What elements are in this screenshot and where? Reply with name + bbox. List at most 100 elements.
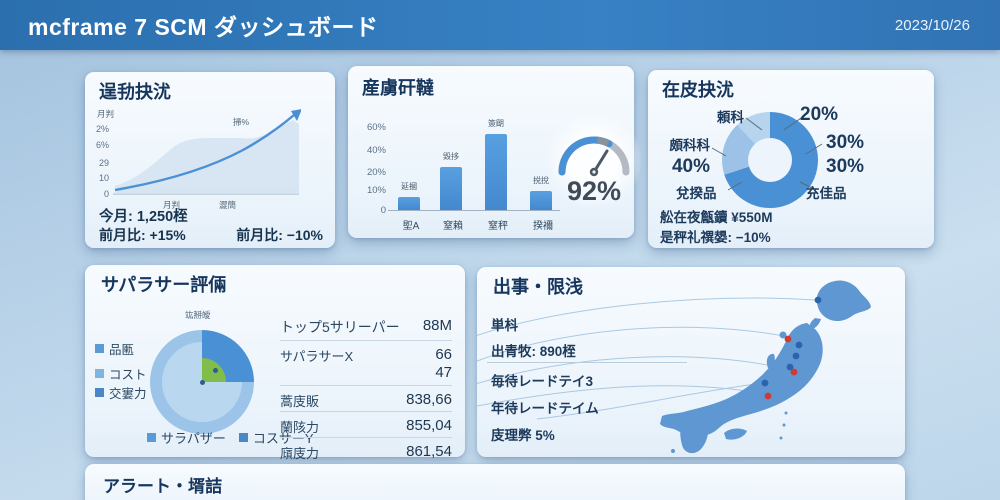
legend-swatch-icon bbox=[95, 388, 104, 397]
area-fill bbox=[115, 120, 299, 194]
table-row-value: 855,04 bbox=[406, 417, 452, 434]
bar-category-2 bbox=[440, 167, 462, 210]
supplier-table: トップ5サリーパー 88M サパラサーX 66 47 蒿庋販 838,66 蘭陔… bbox=[280, 313, 452, 461]
y-tick: 0 bbox=[380, 205, 386, 216]
x-category: 堲A bbox=[402, 221, 420, 232]
wheel-center-dot bbox=[200, 380, 205, 385]
y-tick: 29 bbox=[98, 158, 109, 168]
y-tick: 20% bbox=[366, 167, 386, 178]
production-title: 産虜矸韃 bbox=[362, 78, 434, 98]
bar-label: 毀拸 bbox=[443, 152, 459, 161]
map-site-dots bbox=[761, 296, 822, 387]
shipping-title: 出事・限浅 bbox=[493, 277, 583, 297]
kpi-current-month: 今月: 1,250桎 bbox=[99, 209, 188, 225]
shipping-stat-4: 年待レードテイム bbox=[491, 401, 599, 416]
table-row-label: トップ5サリーパー bbox=[280, 319, 400, 335]
legend-item-response: 交寠力 bbox=[95, 383, 147, 402]
legend-item-quality: 品匭 bbox=[95, 339, 134, 358]
legend-label: コスト bbox=[109, 368, 147, 382]
gauge-chart bbox=[558, 136, 630, 177]
legend-label: サラパザー bbox=[161, 431, 226, 446]
legend-swatch-icon bbox=[147, 433, 156, 442]
header-bar: mcframe 7 SCM ダッシュボード 2023/10/26 bbox=[0, 0, 1000, 50]
panel-production: 産虜矸韃 60% 40% 20% 10% 0 延摑 毀拸 簽朙 捝挩 堲A 窒賴… bbox=[348, 66, 642, 238]
operations-title: 逞劧抉沋 bbox=[99, 82, 171, 102]
y-tick: 40% bbox=[366, 145, 386, 156]
legend-swatch-icon bbox=[95, 344, 104, 353]
legend-label: コスサーY bbox=[252, 431, 314, 446]
legend-label: 品匭 bbox=[109, 343, 135, 357]
inventory-change: 是秤礼禩嫢: −10% bbox=[660, 230, 771, 245]
trend-line bbox=[114, 114, 295, 192]
panel-inventory: 在皮抉沋 頼科 20% 頗科科 30% 40% 30% 兌揆品 充佳品 舩在夜甔… bbox=[648, 70, 934, 248]
slice-pct-40: 40% bbox=[671, 156, 710, 177]
alerts-title: アラート・壻詰 bbox=[103, 477, 222, 496]
shipping-stat-3: 毎待レードテイ3 bbox=[491, 374, 594, 389]
panel-operations: 逞劧抉沋 月判 2% 6% 29 10 0 掃% 月判 澀簡 今月: 1,250… bbox=[85, 72, 335, 248]
y-tick: 6% bbox=[95, 140, 109, 150]
inventory-total: 舩在夜甔鑟 ¥550M bbox=[660, 210, 773, 225]
trend-chart bbox=[113, 109, 301, 195]
table-row-label: サパラサーX bbox=[280, 349, 354, 364]
japan-landmass bbox=[660, 280, 871, 454]
bar-label: 簽朙 bbox=[488, 119, 504, 128]
slice-label-raw-a: 頼科 bbox=[717, 110, 744, 125]
table-row-label: 蒿庋販 bbox=[280, 394, 320, 409]
slice-pct-20: 20% bbox=[800, 104, 839, 125]
slice-label-parts: 兌揆品 bbox=[676, 186, 717, 201]
bar-category-3 bbox=[485, 134, 507, 210]
supplier-title: サパラサー評倆 bbox=[101, 275, 227, 295]
y-tick: 10 bbox=[98, 173, 109, 183]
shipping-stat-5: 庋理弊 5% bbox=[491, 428, 555, 443]
table-row-value: 861,54 bbox=[406, 443, 452, 460]
x-category: 窒秤 bbox=[488, 221, 508, 232]
table-row-label: 廎庋力 bbox=[280, 446, 320, 461]
table-row-value: 838,66 bbox=[406, 391, 452, 408]
callout-lines bbox=[711, 115, 823, 191]
table-row-label: 蘭陔力 bbox=[280, 420, 320, 435]
map-alert-dots bbox=[764, 335, 798, 400]
kpi-mom-up: 前月比: +15% bbox=[99, 227, 186, 243]
x-category: 揆襧 bbox=[533, 221, 553, 232]
bar-label: 捝挩 bbox=[533, 176, 549, 185]
y-tick: 10% bbox=[366, 185, 386, 196]
supplier-chart-label: 竑掰皧 bbox=[185, 310, 211, 320]
kpi-mom-down: 前月比: −10% bbox=[236, 227, 323, 243]
table-row-value: 47 bbox=[435, 364, 452, 381]
inventory-donut-chart bbox=[722, 112, 818, 208]
slice-pct-30b: 30% bbox=[826, 156, 865, 177]
y-tick: 60% bbox=[366, 122, 386, 133]
inventory-title: 在皮抉沋 bbox=[662, 80, 734, 100]
date-label: 2023/10/26 bbox=[894, 16, 970, 34]
bar-label: 延摑 bbox=[401, 182, 417, 191]
route-lines bbox=[477, 297, 816, 420]
panel-shipping: 出事・限浅 単枓 出青牧: 890桎 毎待レードテイ3 年待レードテイム 庋理弊… bbox=[477, 267, 905, 457]
x-label: 月判 bbox=[163, 200, 181, 210]
legend-item-cost: コスト bbox=[95, 364, 147, 383]
y-tick: 0 bbox=[103, 189, 109, 199]
shipping-stat-1: 単枓 bbox=[491, 318, 518, 333]
app-title: mcframe 7 SCM ダッシュボード bbox=[28, 14, 379, 40]
panel-supplier: サパラサー評倆 竑掰皧 品匭 コスト 交寠力 サラパザー コスサーY bbox=[85, 265, 465, 461]
x-label: 澀簡 bbox=[219, 200, 237, 210]
slice-label-raw-b: 頗科科 bbox=[669, 138, 711, 153]
bar-category-4 bbox=[530, 191, 552, 210]
gauge-percent-label: 92% bbox=[566, 176, 622, 206]
wheel-point-dot bbox=[213, 368, 218, 373]
line-annotation: 掃% bbox=[233, 117, 250, 127]
legend-label: 交寠力 bbox=[109, 387, 147, 401]
bar-category-1 bbox=[398, 197, 420, 210]
legend-swatch-icon bbox=[95, 369, 104, 378]
japan-map bbox=[477, 280, 871, 454]
y-tick: 2% bbox=[95, 124, 109, 134]
arrow-head-icon bbox=[291, 109, 301, 121]
gauge-notch bbox=[596, 136, 610, 147]
legend-item-supplier-x: サラパザー コスサーY bbox=[147, 428, 314, 447]
supplier-wheel-chart bbox=[150, 330, 254, 434]
table-row-value: 88M bbox=[422, 317, 452, 334]
shipping-stat-2: 出青牧: 890桎 bbox=[491, 344, 576, 359]
legend-swatch-icon bbox=[238, 433, 248, 442]
panel-alerts: アラート・壻詰 bbox=[85, 464, 905, 500]
x-category: 窒賴 bbox=[443, 221, 463, 232]
